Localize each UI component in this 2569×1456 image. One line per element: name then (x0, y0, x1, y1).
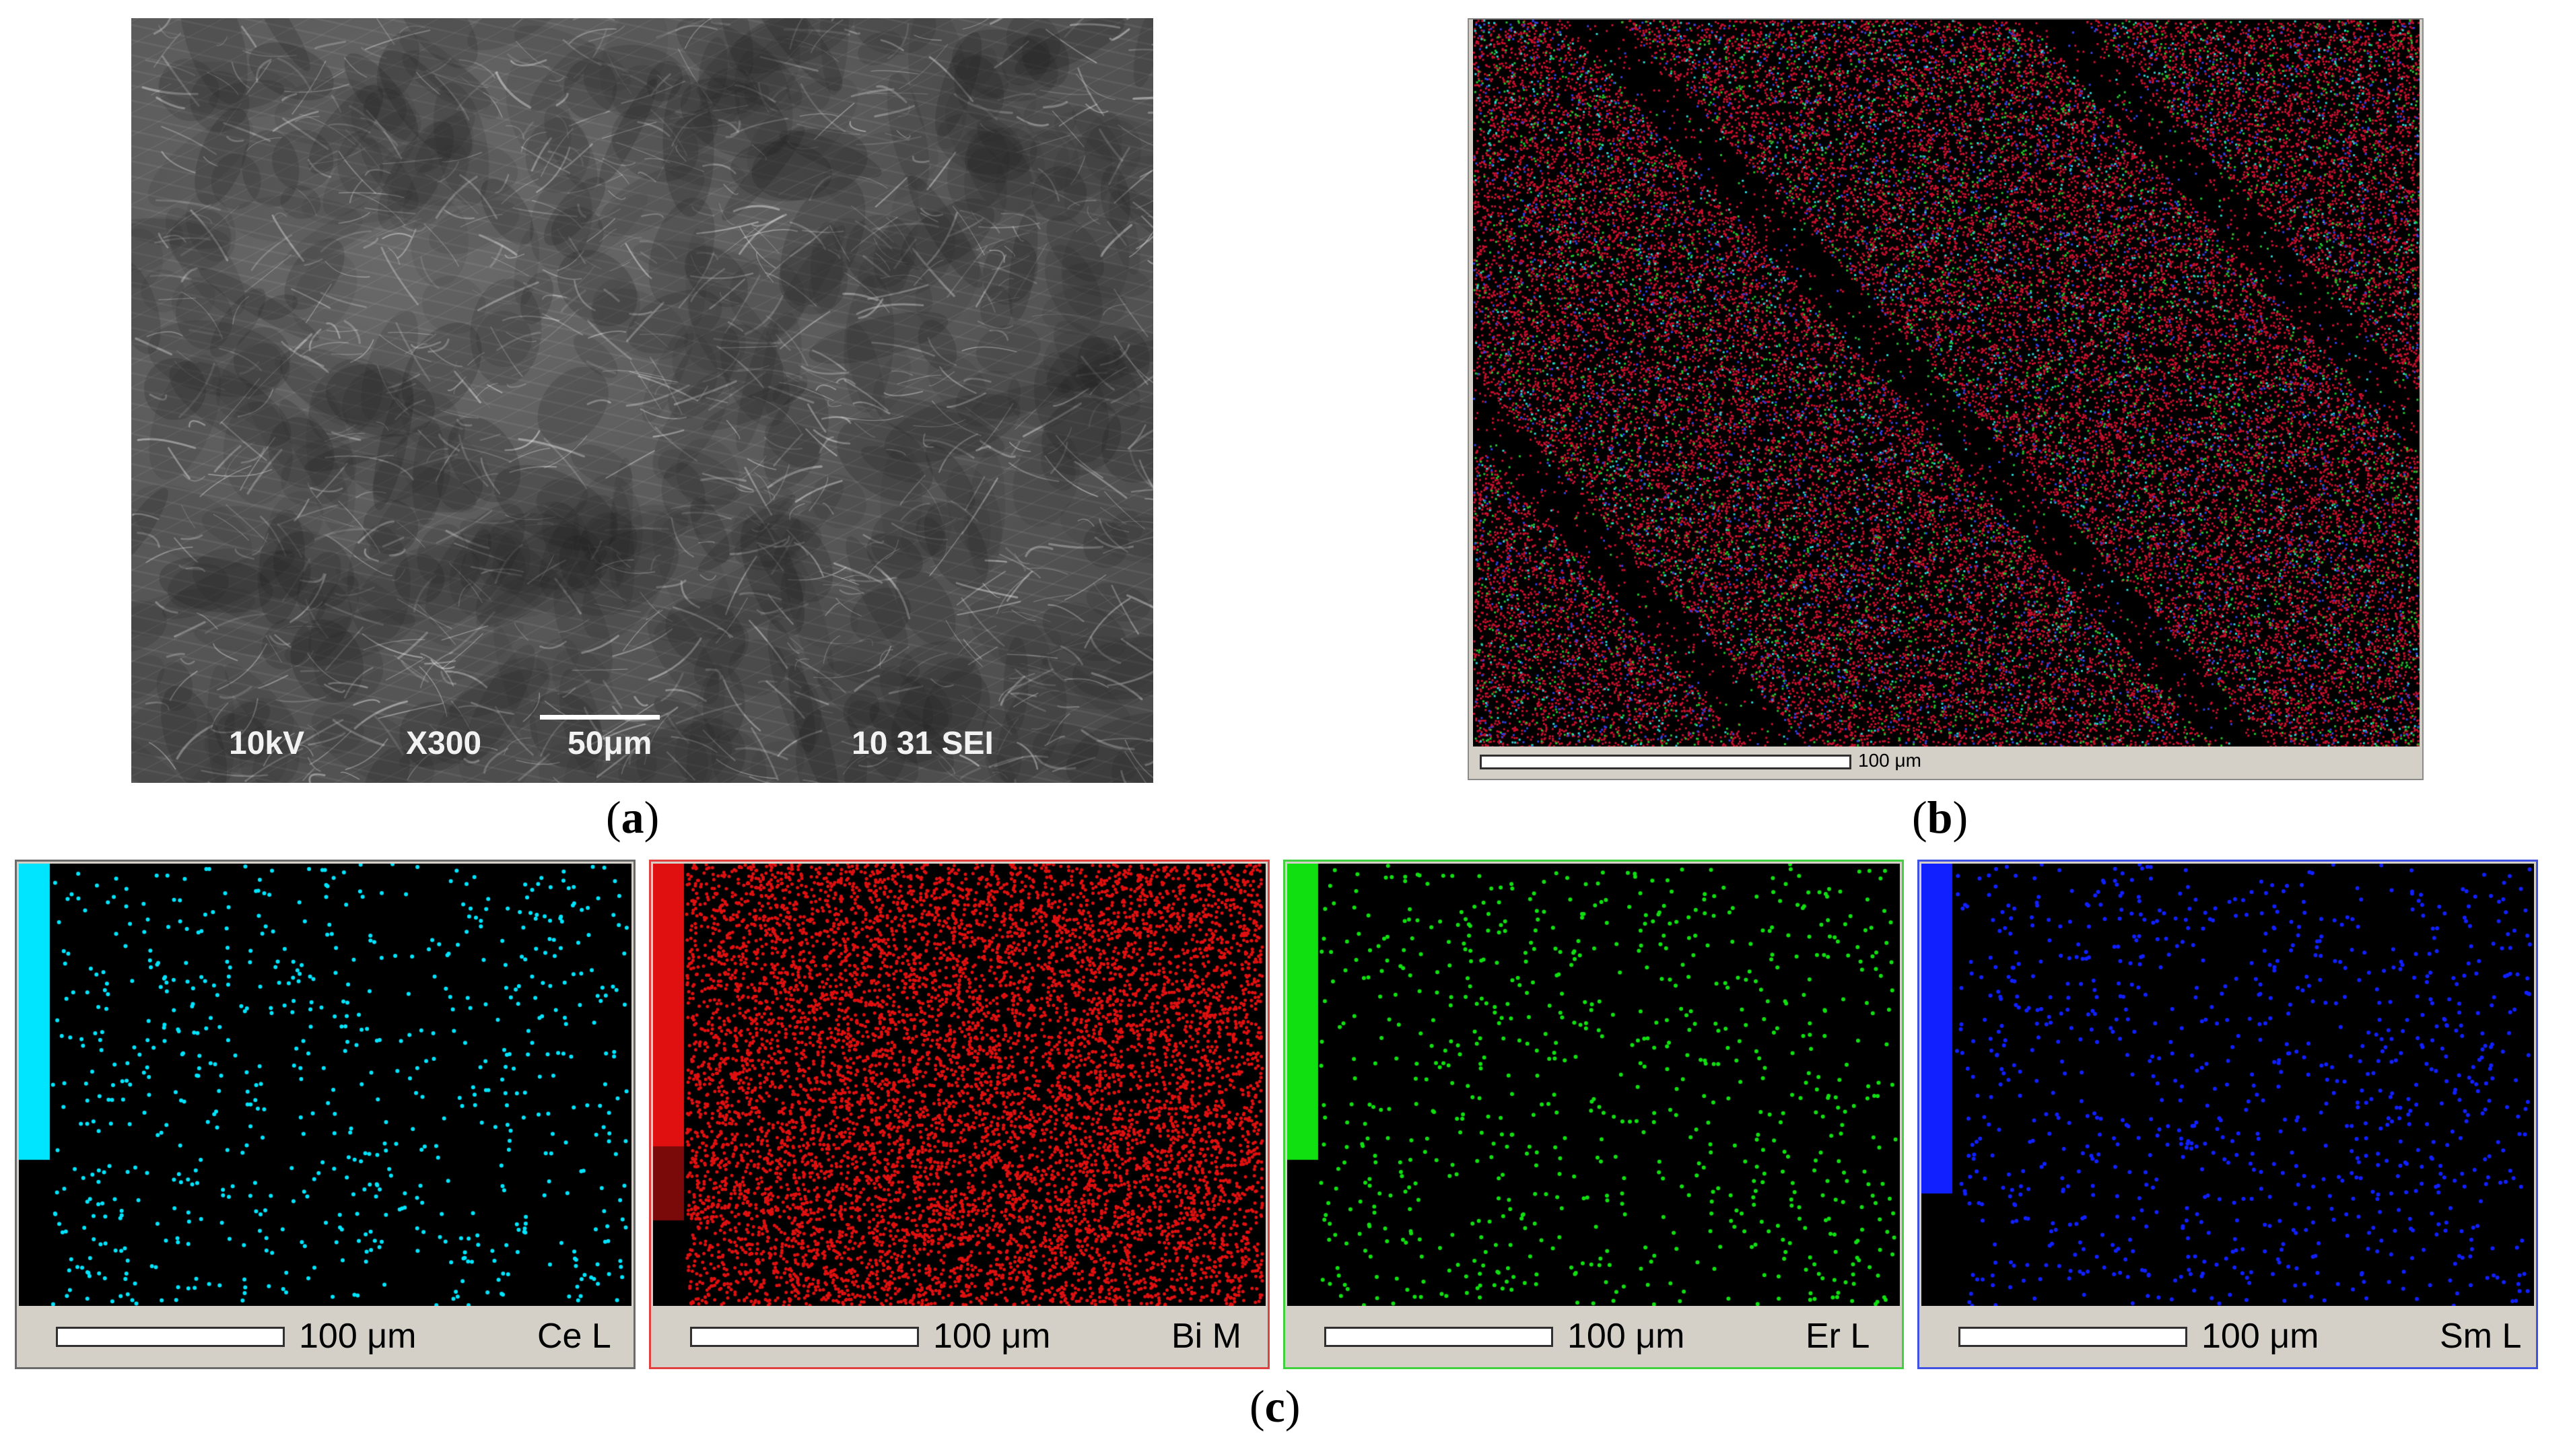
sem-surface-texture (131, 18, 1153, 783)
caption-c: (c) (1249, 1381, 1301, 1432)
sm-element-label: Sm L (2440, 1317, 2522, 1356)
element-map-ce: 100 μm Ce L (15, 860, 636, 1369)
bi-element-label: Bi M (1171, 1317, 1241, 1356)
sem-scale-label: 50μm (568, 726, 652, 761)
ce-scale-bar (56, 1327, 285, 1347)
element-map-sm: 100 μm Sm L (1917, 860, 2538, 1369)
ce-scale-label: 100 μm (299, 1317, 417, 1356)
element-map-er: 100 μm Er L (1283, 860, 1904, 1369)
bi-status-bar: 100 μm Bi M (653, 1306, 1266, 1365)
er-map-image (1287, 864, 1900, 1306)
er-status-bar: 100 μm Er L (1287, 1306, 1900, 1365)
overlay-element-map: 100 μm (1468, 18, 2424, 780)
bi-map-image (653, 864, 1266, 1306)
sm-map-image (1921, 864, 2534, 1306)
ce-map-image (19, 864, 631, 1306)
bi-scale-bar (690, 1327, 919, 1347)
er-element-label: Er L (1806, 1317, 1870, 1356)
ce-status-bar: 100 μm Ce L (19, 1306, 631, 1365)
sem-micrograph: 10kV X300 50μm 10 31 SEI (131, 18, 1153, 783)
element-map-bi: 100 μm Bi M (649, 860, 1270, 1369)
overlay-map-image (1473, 20, 2420, 747)
caption-a: (a) (606, 792, 660, 843)
ce-element-label: Ce L (537, 1317, 611, 1356)
sm-scale-label: 100 μm (2201, 1317, 2319, 1356)
er-scale-bar (1324, 1327, 1553, 1347)
sem-magnification-label: X300 (406, 726, 482, 761)
er-scale-label: 100 μm (1567, 1317, 1685, 1356)
sem-info-label: 10 31 SEI (852, 726, 994, 761)
sem-voltage-label: 10kV (229, 726, 305, 761)
overlay-scale-bar (1480, 755, 1851, 769)
overlay-scale-label: 100 μm (1858, 750, 1921, 771)
sem-scale-bar (540, 715, 660, 720)
bi-scale-label: 100 μm (933, 1317, 1051, 1356)
sm-scale-bar (1958, 1327, 2187, 1347)
sm-status-bar: 100 μm Sm L (1921, 1306, 2534, 1365)
caption-b: (b) (1912, 792, 1968, 843)
